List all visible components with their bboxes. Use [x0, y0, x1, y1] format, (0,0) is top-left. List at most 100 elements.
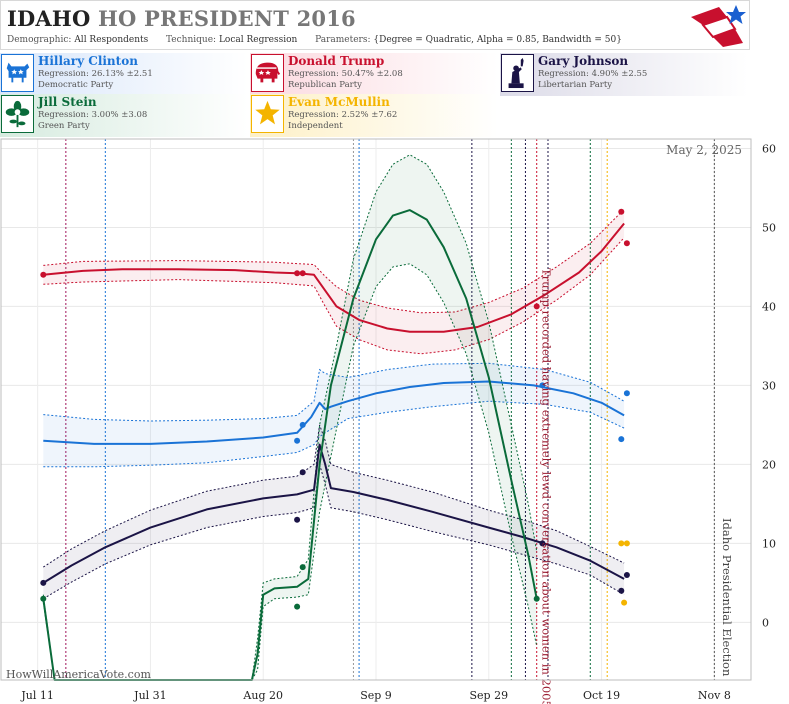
- band-fill-gary-johnson: [43, 424, 625, 599]
- candidate-regression: Regression: 26.13% ±2.51: [38, 69, 153, 79]
- data-point-gary-johnson: [539, 540, 546, 547]
- y-tick-label: 20: [762, 458, 776, 471]
- band-upper-jill-stein: [42, 154, 538, 681]
- data-point-evan-mcmullin: [621, 599, 628, 606]
- data-point-hillary-clinton: [294, 437, 301, 444]
- data-point-hillary-clinton: [623, 390, 630, 397]
- series-line-jill-stein: [42, 209, 538, 681]
- legend-card-johnson: Gary Johnson Regression: 4.90% ±2.55 Lib…: [500, 53, 748, 96]
- legend-card-clinton: Hillary Clinton Regression: 26.13% ±2.51…: [0, 53, 248, 96]
- regression-chart: Trump recorded having extremely lewd con…: [0, 138, 776, 704]
- demographic-label: Demographic:: [7, 35, 72, 45]
- band-upper-donald-trump: [43, 208, 625, 314]
- legend-card-mcmullin: Evan McMullin Regression: 2.52% ±7.62 In…: [250, 94, 498, 137]
- title-state: IDAHO: [7, 6, 91, 31]
- candidate-name: Donald Trump: [288, 54, 385, 68]
- series-line-hillary-clinton: [43, 380, 625, 445]
- annotation-event: Trump recorded having extremely lewd con…: [539, 268, 553, 704]
- candidate-party: Independent: [288, 121, 343, 131]
- data-point-donald-trump: [294, 270, 301, 277]
- x-axis-ticks: Jul 11 Jul 31 Aug 20 Sep 9 Sep 29 Oct 19 Nov 8: [20, 689, 730, 702]
- date-label: May 2, 2025: [666, 143, 742, 157]
- candidate-name: Hillary Clinton: [38, 54, 138, 68]
- parameters-label: Parameters:: [315, 35, 371, 45]
- data-point-gary-johnson: [618, 587, 625, 594]
- data-point-donald-trump: [618, 208, 625, 215]
- parameters-line: Demographic: All Respondents Technique: …: [7, 35, 622, 45]
- data-point-gary-johnson: [623, 572, 630, 578]
- data-point-donald-trump: [533, 303, 540, 310]
- x-tick-label: Sep 29: [469, 689, 508, 702]
- y-tick-label: 60: [762, 142, 776, 155]
- candidate-name: Gary Johnson: [538, 54, 629, 68]
- elephant-icon: [251, 54, 284, 92]
- annotations: Trump recorded having extremely lewd con…: [539, 268, 733, 704]
- candidate-party: Libertarian Party: [538, 80, 613, 90]
- x-tick-label: Oct 19: [583, 689, 620, 702]
- page-title: IDAHO HO PRESIDENT 2016: [7, 6, 356, 31]
- series-line-gary-johnson: [42, 443, 625, 584]
- candidate-party: Republican Party: [288, 80, 362, 90]
- data-point-jill-stein: [40, 595, 47, 602]
- data-point-hillary-clinton: [299, 421, 306, 428]
- x-tick-label: Nov 8: [698, 689, 731, 702]
- band-lower-jill-stein: [42, 263, 538, 681]
- x-tick-label: Jul 11: [20, 689, 54, 702]
- data-point-hillary-clinton: [539, 382, 546, 389]
- watermark: HowWillAmericaVote.com: [6, 668, 151, 681]
- confidence-bands: [42, 154, 625, 681]
- title-race: HO PRESIDENT 2016: [97, 6, 356, 31]
- x-tick-label: Aug 20: [242, 689, 283, 702]
- candidate-name: Evan McMullin: [288, 95, 390, 109]
- regression-lines: [42, 209, 625, 681]
- technique-label: Technique:: [166, 35, 217, 45]
- y-tick-label: 0: [762, 616, 769, 629]
- plot-frame: [0, 138, 752, 681]
- x-tick-label: Sep 9: [360, 689, 392, 702]
- candidate-regression: Regression: 3.00% ±3.08: [38, 110, 148, 120]
- y-tick-label: 40: [762, 300, 776, 313]
- y-axis-ticks: 0 10 20 30 40 50 60: [762, 142, 776, 629]
- band-upper-hillary-clinton: [43, 362, 625, 422]
- band-fill-hillary-clinton: [43, 363, 625, 467]
- demographic-value: All Respondents: [74, 35, 149, 45]
- flower-icon: [1, 95, 34, 133]
- data-point-donald-trump: [623, 240, 630, 247]
- parameters-value: {Degree = Quadratic, Alpha = 0.85, Bandw…: [373, 35, 622, 45]
- donkey-icon: [1, 54, 34, 92]
- y-tick-label: 50: [762, 221, 776, 234]
- band-fill-donald-trump: [43, 209, 625, 354]
- band-upper-gary-johnson: [43, 424, 625, 568]
- candidate-regression: Regression: 50.47% ±2.08: [288, 69, 403, 79]
- data-point-evan-mcmullin: [618, 540, 625, 547]
- candidate-regression: Regression: 2.52% ±7.62: [288, 110, 398, 120]
- data-point-jill-stein: [533, 595, 540, 602]
- x-tick-label: Jul 31: [133, 689, 167, 702]
- data-point-jill-stein: [294, 603, 301, 610]
- series-line-donald-trump: [43, 222, 625, 333]
- chart-header: IDAHO HO PRESIDENT 2016 Demographic: All…: [0, 0, 750, 50]
- poll-points: [40, 208, 630, 610]
- data-point-donald-trump: [299, 270, 306, 277]
- data-point-gary-johnson: [294, 516, 301, 523]
- band-lower-gary-johnson: [43, 464, 625, 600]
- annotation-election: Idaho Presidential Election: [720, 518, 734, 677]
- data-point-gary-johnson: [299, 469, 306, 476]
- data-point-donald-trump: [40, 271, 47, 278]
- legend-card-trump: Donald Trump Regression: 50.47% ±2.08 Re…: [250, 53, 498, 96]
- candidate-name: Jill Stein: [38, 95, 97, 109]
- liberty-torch-icon: [501, 54, 534, 92]
- data-point-hillary-clinton: [618, 436, 625, 443]
- data-point-gary-johnson: [40, 579, 47, 586]
- data-point-evan-mcmullin: [623, 540, 630, 547]
- technique-value: Local Regression: [218, 35, 298, 45]
- star-icon: [251, 95, 284, 133]
- y-tick-label: 30: [762, 379, 776, 392]
- candidate-regression: Regression: 4.90% ±2.55: [538, 69, 648, 79]
- y-tick-label: 10: [762, 537, 776, 550]
- site-logo-icon: [691, 5, 746, 47]
- candidate-party: Green Party: [38, 121, 90, 131]
- candidate-party: Democratic Party: [38, 80, 114, 90]
- legend-card-stein: Jill Stein Regression: 3.00% ±3.08 Green…: [0, 94, 248, 137]
- data-point-jill-stein: [299, 564, 306, 571]
